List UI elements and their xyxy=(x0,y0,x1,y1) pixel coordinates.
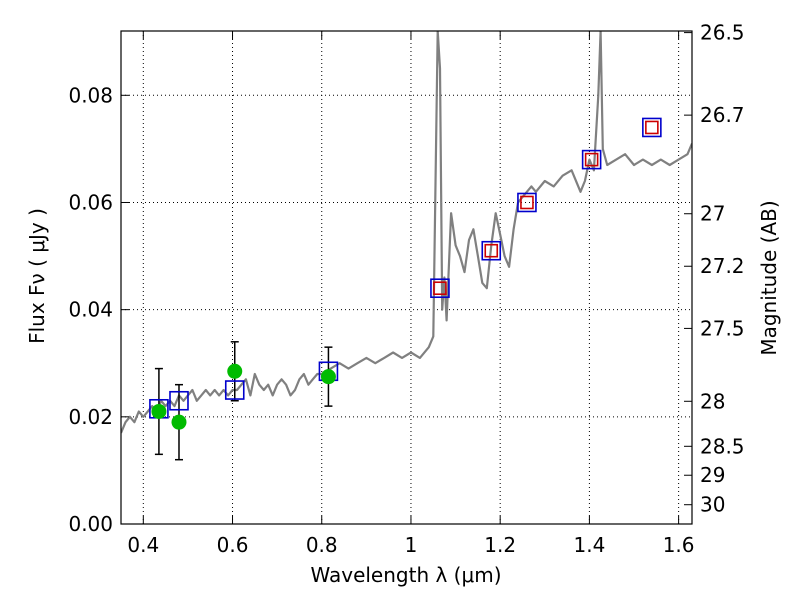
photometry-square xyxy=(584,152,599,167)
photometry-square xyxy=(224,380,245,400)
y-tick-label: 0.00 xyxy=(68,512,113,536)
axes: 0.4 0.6 0.8 1 1.2 1.4 1.6 0.00 0.02 0.04 0.06 0.08 2… xyxy=(68,21,744,557)
photometry-square xyxy=(520,195,534,210)
spectrum-line xyxy=(121,31,692,434)
photometry-square xyxy=(642,117,662,138)
mag-tick-label: 26.5 xyxy=(700,21,745,45)
observed-point xyxy=(320,369,336,385)
x-axis-title: Wavelength λ (μm) xyxy=(310,563,501,587)
y-tick-label: 0.06 xyxy=(68,190,113,214)
mag-tick-label: 29 xyxy=(700,463,725,487)
y-tick-label: 0.04 xyxy=(68,298,113,322)
observed-point xyxy=(151,403,167,419)
photometry-square xyxy=(484,243,499,258)
mag-tick-label: 27.2 xyxy=(700,254,745,278)
plot-area xyxy=(121,31,692,461)
mag-tick-label: 28.5 xyxy=(700,434,745,458)
x-tick-label: 1 xyxy=(405,533,418,557)
photometry-square xyxy=(581,149,602,170)
photometry-square xyxy=(481,240,502,261)
mag-tick-label: 27.5 xyxy=(700,316,745,340)
x-tick-label: 0.8 xyxy=(306,533,338,557)
observed-point xyxy=(227,363,243,379)
x-tick-label: 0.4 xyxy=(127,533,159,557)
mag-tick-label: 27 xyxy=(700,202,725,226)
observed-point xyxy=(171,414,187,430)
y-tick-label: 0.02 xyxy=(68,405,113,429)
photometry-square xyxy=(645,120,659,135)
mag-tick-label: 26.7 xyxy=(700,103,745,127)
x-tick-label: 0.6 xyxy=(217,533,249,557)
x-tick-label: 1.4 xyxy=(573,533,605,557)
y2-axis-title: Magnitude (AB) xyxy=(757,200,781,355)
plot-frame xyxy=(120,30,693,525)
photometry-square xyxy=(517,192,537,213)
x-tick-label: 1.2 xyxy=(484,533,516,557)
y-axis-title: Flux Fν ( μJy ) xyxy=(25,208,49,344)
mag-tick-label: 30 xyxy=(700,493,725,517)
x-tick-label: 1.6 xyxy=(663,533,695,557)
photometry-square xyxy=(433,281,447,296)
y-tick-label: 0.08 xyxy=(68,83,113,107)
photometry-square xyxy=(430,278,450,299)
mag-tick-label: 28 xyxy=(700,389,725,413)
photometry-square xyxy=(169,390,189,411)
